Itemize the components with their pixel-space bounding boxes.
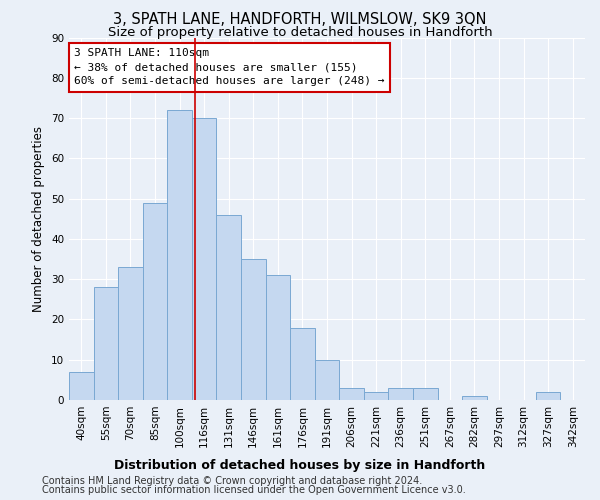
Bar [290, 328, 315, 400]
Bar [241, 259, 266, 400]
Bar [266, 275, 290, 400]
Bar [339, 388, 364, 400]
Y-axis label: Number of detached properties: Number of detached properties [32, 126, 46, 312]
Bar [167, 110, 192, 400]
Bar [118, 267, 143, 400]
Text: Contains HM Land Registry data © Crown copyright and database right 2024.: Contains HM Land Registry data © Crown c… [42, 476, 422, 486]
Text: 3, SPATH LANE, HANDFORTH, WILMSLOW, SK9 3QN: 3, SPATH LANE, HANDFORTH, WILMSLOW, SK9 … [113, 12, 487, 28]
Text: 3 SPATH LANE: 110sqm
← 38% of detached houses are smaller (155)
60% of semi-deta: 3 SPATH LANE: 110sqm ← 38% of detached h… [74, 48, 385, 86]
Bar [388, 388, 413, 400]
Bar [462, 396, 487, 400]
Bar [315, 360, 339, 400]
Bar [192, 118, 217, 400]
Bar [364, 392, 388, 400]
Bar [143, 202, 167, 400]
Bar [413, 388, 437, 400]
Bar [94, 287, 118, 400]
Text: Distribution of detached houses by size in Handforth: Distribution of detached houses by size … [115, 460, 485, 472]
Bar [536, 392, 560, 400]
Bar [69, 372, 94, 400]
Text: Contains public sector information licensed under the Open Government Licence v3: Contains public sector information licen… [42, 485, 466, 495]
Text: Size of property relative to detached houses in Handforth: Size of property relative to detached ho… [107, 26, 493, 39]
Bar [217, 214, 241, 400]
